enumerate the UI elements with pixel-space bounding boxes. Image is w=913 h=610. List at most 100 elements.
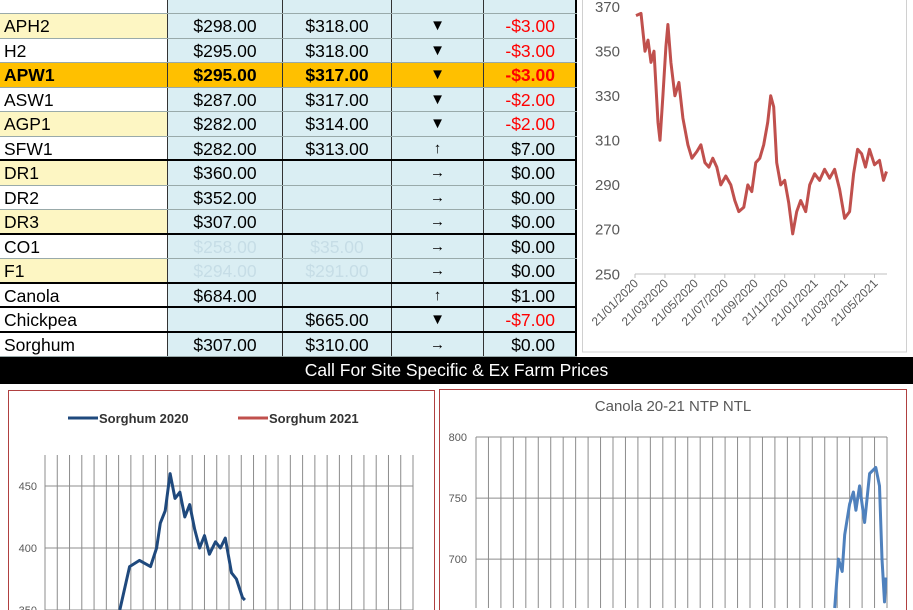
price-cell: $287.00 — [168, 87, 283, 111]
chart-title: Canola 20-21 NTP NTL — [595, 398, 751, 415]
trend-arrow-cell: ▼ — [392, 63, 484, 87]
commodity-cell: DR3 — [0, 210, 168, 233]
price-cell: $352.00 — [168, 185, 283, 209]
price-cell: $258.00 — [168, 234, 283, 258]
chart-frame — [439, 389, 907, 610]
chart-frame — [8, 390, 435, 610]
table-row: Chickpea $665.00 ▼ -$7.00 — [0, 308, 577, 333]
trend-arrow-cell: → — [392, 259, 484, 282]
y-tick-label: 330 — [595, 88, 620, 105]
table-row: DR2 $352.00 → $0.00 — [0, 185, 577, 210]
trend-arrow-cell: → — [392, 332, 484, 356]
price-cell: $295.00 — [168, 38, 283, 62]
y-tick-label: 450 — [19, 481, 37, 493]
change-cell: -$3.00 — [484, 63, 577, 87]
price-cell: $665.00 — [283, 308, 392, 331]
y-tick-label: 370 — [595, 0, 620, 16]
price-cell: $35.00 — [283, 234, 392, 258]
y-tick-label: 750 — [449, 493, 467, 505]
price-cell: $317.00 — [283, 87, 392, 111]
price-cell: $313.00 — [283, 136, 392, 159]
price-cell: $294.00 — [168, 259, 283, 282]
commodity-cell: Sorghum — [0, 332, 168, 356]
commodity-cell: APH2 — [0, 14, 168, 38]
price-cell: $318.00 — [283, 38, 392, 62]
change-cell: $1.00 — [484, 283, 577, 306]
change-cell: -$7.00 — [484, 308, 577, 331]
table-row: DR1 $360.00 → $0.00 — [0, 161, 577, 186]
data-line — [118, 472, 246, 610]
trend-arrow-cell: → — [392, 234, 484, 258]
change-cell: -$3.00 — [484, 38, 577, 62]
y-tick-label: 290 — [595, 177, 620, 194]
trend-arrow-cell: ↑ — [392, 136, 484, 159]
table-row: ASW1 $287.00 $317.00 ▼ -$2.00 — [0, 87, 577, 112]
price-cell: $295.00 — [168, 63, 283, 87]
header-cell — [0, 0, 168, 13]
header-cell — [484, 0, 577, 13]
change-cell: $7.00 — [484, 136, 577, 159]
change-cell: $0.00 — [484, 332, 577, 356]
table-row: F1 $294.00 $291.00 → $0.00 — [0, 259, 577, 284]
price-cell: $282.00 — [168, 112, 283, 136]
price-cell: $282.00 — [168, 136, 283, 159]
price-cell: $360.00 — [168, 161, 283, 185]
y-tick-label: 350 — [595, 43, 620, 60]
trend-arrow-cell: ▼ — [392, 14, 484, 38]
commodity-cell: F1 — [0, 259, 168, 282]
change-cell: $0.00 — [484, 185, 577, 209]
commodity-cell: SFW1 — [0, 136, 168, 159]
price-cell — [283, 185, 392, 209]
commodity-cell: APW1 — [0, 63, 168, 87]
trend-arrow-cell: → — [392, 210, 484, 233]
table-row: Sorghum $307.00 $310.00 → $0.00 — [0, 332, 577, 357]
data-line — [635, 11, 888, 236]
price-cell: $314.00 — [283, 112, 392, 136]
table-row: DR3 $307.00 → $0.00 — [0, 210, 577, 235]
table-row: APH2 $298.00 $318.00 ▼ -$3.00 — [0, 14, 577, 39]
commodity-cell: Chickpea — [0, 308, 168, 331]
legend-label: Sorghum 2020 — [99, 411, 189, 426]
y-tick-label: 310 — [595, 133, 620, 150]
change-cell: -$2.00 — [484, 87, 577, 111]
y-tick-label: 350 — [19, 605, 37, 610]
price-cell: $307.00 — [168, 210, 283, 233]
banner: Call For Site Specific & Ex Farm Prices — [0, 357, 913, 384]
y-tick-label: 400 — [19, 543, 37, 555]
price-cell: $291.00 — [283, 259, 392, 282]
change-cell: -$3.00 — [484, 14, 577, 38]
y-tick-label: 250 — [595, 266, 620, 283]
header-cell — [168, 0, 283, 13]
price-cell: $318.00 — [283, 14, 392, 38]
trend-arrow-cell: ▼ — [392, 38, 484, 62]
price-cell — [283, 210, 392, 233]
change-cell: -$2.00 — [484, 112, 577, 136]
commodity-cell: AGP1 — [0, 112, 168, 136]
change-cell: $0.00 — [484, 161, 577, 185]
y-tick-label: 700 — [449, 554, 467, 566]
header-row — [0, 0, 577, 14]
trend-arrow-cell: → — [392, 185, 484, 209]
commodity-cell: DR1 — [0, 161, 168, 185]
price-cell — [168, 308, 283, 331]
price-cell: $684.00 — [168, 283, 283, 306]
commodity-cell: H2 — [0, 38, 168, 62]
table-row: CO1 $258.00 $35.00 → $0.00 — [0, 234, 577, 259]
price-cell: $307.00 — [168, 332, 283, 356]
price-cell: $310.00 — [283, 332, 392, 356]
commodity-cell: ASW1 — [0, 87, 168, 111]
change-cell: $0.00 — [484, 210, 577, 233]
header-cell — [283, 0, 392, 13]
y-tick-label: 800 — [449, 432, 467, 444]
price-cell: $298.00 — [168, 14, 283, 38]
change-cell: $0.00 — [484, 234, 577, 258]
commodity-cell: DR2 — [0, 185, 168, 209]
table-row: H2 $295.00 $318.00 ▼ -$3.00 — [0, 38, 577, 63]
y-tick-label: 270 — [595, 222, 620, 239]
data-line — [833, 466, 888, 609]
table-row: SFW1 $282.00 $313.00 ↑ $7.00 — [0, 136, 577, 161]
table-row: Canola $684.00 ↑ $1.00 — [0, 283, 577, 308]
price-cell: $317.00 — [283, 63, 392, 87]
